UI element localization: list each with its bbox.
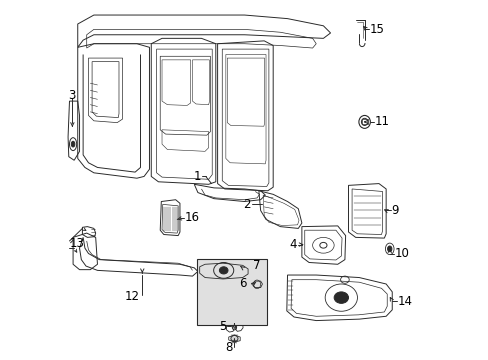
Text: 10: 10 — [394, 247, 409, 260]
Text: 7: 7 — [253, 259, 260, 272]
Ellipse shape — [219, 267, 227, 274]
Text: 13: 13 — [69, 237, 84, 250]
Text: 6: 6 — [238, 278, 246, 291]
Bar — [197, 259, 266, 325]
Text: 11: 11 — [374, 116, 389, 129]
Text: 8: 8 — [225, 341, 233, 354]
Ellipse shape — [387, 246, 391, 252]
Ellipse shape — [71, 141, 75, 147]
Text: 5: 5 — [219, 320, 226, 333]
Ellipse shape — [338, 296, 344, 300]
Text: 12: 12 — [124, 290, 140, 303]
Text: 14: 14 — [397, 295, 412, 308]
Ellipse shape — [333, 292, 348, 303]
Text: 4: 4 — [288, 238, 296, 251]
Text: 15: 15 — [369, 23, 384, 36]
Text: 2: 2 — [243, 198, 250, 211]
Text: 3: 3 — [68, 89, 75, 102]
Text: 16: 16 — [184, 211, 200, 224]
Bar — [361, 119, 367, 125]
Text: 1: 1 — [193, 170, 201, 183]
Text: 9: 9 — [391, 204, 398, 217]
